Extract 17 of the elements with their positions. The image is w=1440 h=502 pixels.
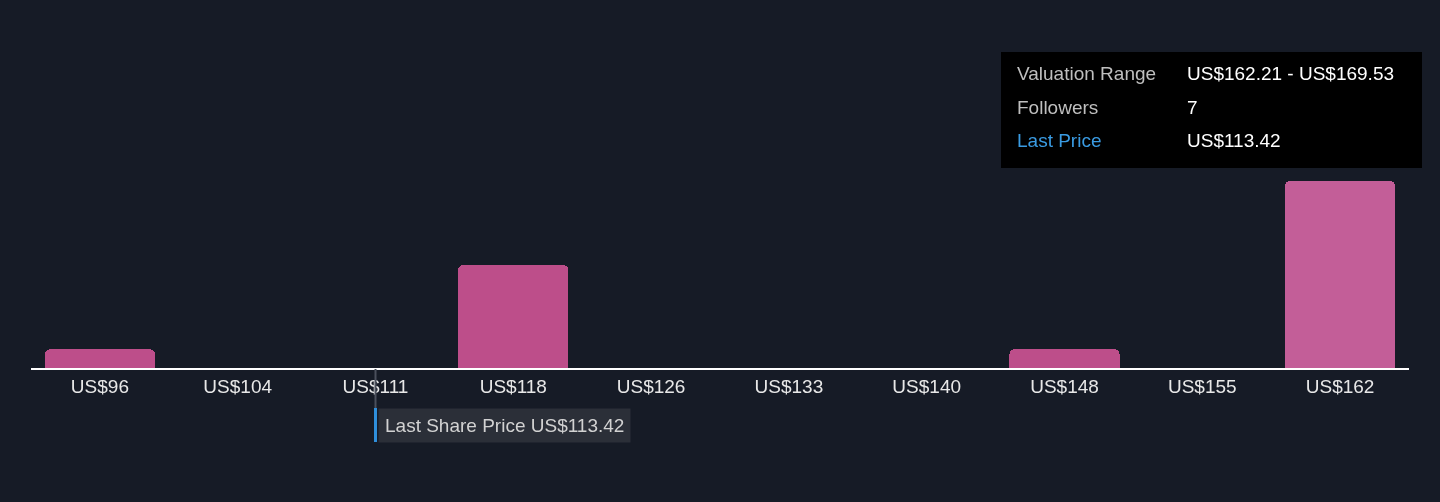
x-tick-label: US$118	[479, 375, 547, 397]
x-tick-label: US$162	[1305, 375, 1375, 397]
text: Last Price	[1017, 130, 1102, 151]
x-tick-label: US$140	[892, 375, 962, 397]
text: Followers	[1017, 97, 1099, 118]
text: US$162.21 - US$169.53	[1187, 63, 1395, 84]
text: US$113.42	[1187, 130, 1281, 151]
x-tick-label: US$155	[1167, 375, 1237, 397]
text: Valuation Range	[1017, 63, 1157, 84]
ref-line-label: Last Share Price US$113.42	[385, 415, 625, 436]
x-tick-label: US$104	[203, 375, 273, 397]
x-tick-label: US$133	[754, 375, 824, 397]
x-tick-label: US$111	[342, 375, 409, 397]
x-tick-label: US$96	[70, 375, 129, 397]
x-tick-label: US$148	[1030, 375, 1099, 397]
text: 7	[1187, 97, 1198, 118]
x-tick-label: US$126	[616, 375, 686, 397]
